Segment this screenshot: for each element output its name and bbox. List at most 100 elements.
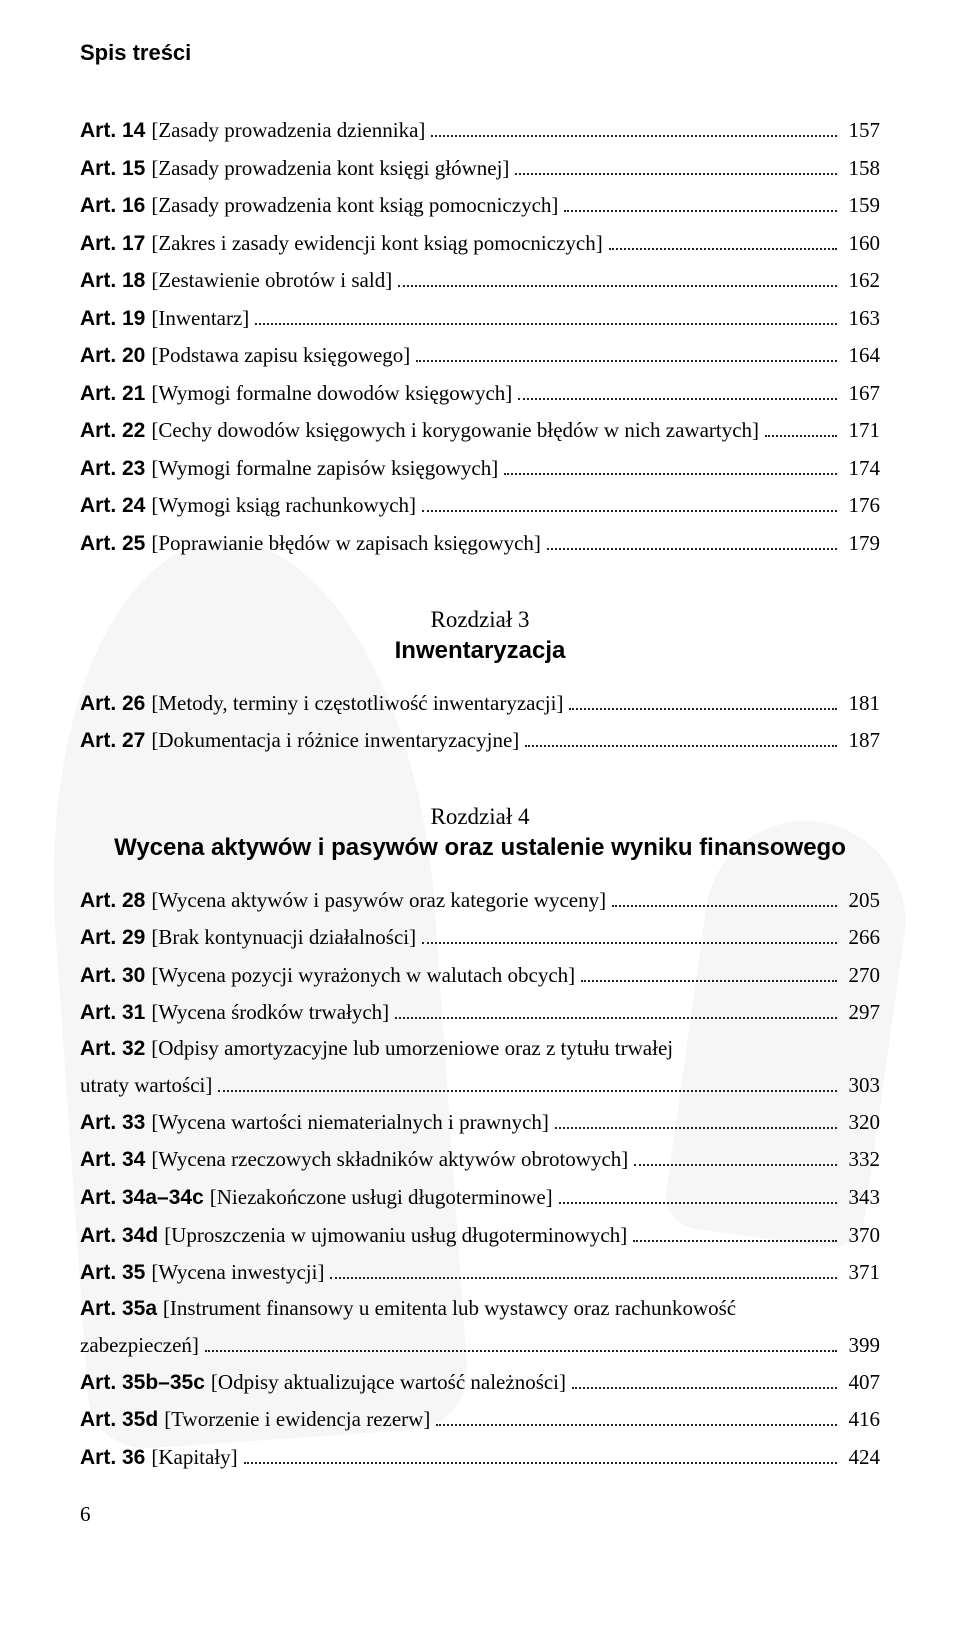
toc-leader-dots xyxy=(547,548,837,550)
toc-entry: Art. 23 [Wymogi formalne zapisów księgow… xyxy=(80,452,880,486)
toc-leader-dots xyxy=(255,323,836,325)
toc-page: 157 xyxy=(845,114,881,147)
toc-page: 303 xyxy=(845,1069,881,1102)
toc-page: 332 xyxy=(845,1143,881,1176)
toc-leader-dots xyxy=(572,1387,836,1389)
toc-title: [Wymogi formalne zapisów księgowych] xyxy=(151,452,498,485)
toc-article: Art. 28 xyxy=(80,885,151,918)
toc-page: 174 xyxy=(845,452,881,485)
toc-leader-dots xyxy=(609,248,837,250)
toc-page: 171 xyxy=(845,414,881,447)
toc-entry: Art. 35b–35c [Odpisy aktualizujące warto… xyxy=(80,1366,880,1400)
toc-title: [Brak kontynuacji działalności] xyxy=(151,921,416,954)
toc-article: Art. 18 xyxy=(80,265,151,298)
toc-title: [Wycena wartości niematerialnych i prawn… xyxy=(151,1106,549,1139)
toc-entry: Art. 29 [Brak kontynuacji działalności]2… xyxy=(80,921,880,955)
toc-title: [Inwentarz] xyxy=(151,302,249,335)
toc-article: Art. 34d xyxy=(80,1220,164,1253)
toc-title: [Metody, terminy i częstotliwość inwenta… xyxy=(151,687,563,720)
toc-leader-dots xyxy=(431,135,836,137)
toc-page: 158 xyxy=(845,152,881,185)
toc-article: Art. 21 xyxy=(80,378,151,411)
toc-leader-dots xyxy=(422,510,836,512)
toc-title: [Zasady prowadzenia kont księgi głównej] xyxy=(151,152,509,185)
toc-article: Art. 35 xyxy=(80,1257,151,1290)
chapter-label: Rozdział 4 xyxy=(80,804,880,830)
toc-page: 416 xyxy=(845,1403,881,1436)
toc-entry: Art. 30 [Wycena pozycji wyrażonych w wal… xyxy=(80,959,880,993)
toc-page: 205 xyxy=(845,884,881,917)
toc-page: 159 xyxy=(845,189,881,222)
toc-title: [Uproszczenia w ujmowaniu usług długoter… xyxy=(164,1219,627,1252)
toc-article: Art. 24 xyxy=(80,490,151,523)
toc-page: 399 xyxy=(845,1329,881,1362)
toc-entry-cont: zabezpieczeń] 399 xyxy=(80,1329,880,1362)
toc-block-3: Art. 28 [Wycena aktywów i pasywów oraz k… xyxy=(80,884,880,1475)
toc-entry: Art. 36 [Kapitały]424 xyxy=(80,1441,880,1475)
toc-entry: Art. 18 [Zestawienie obrotów i sald] 162 xyxy=(80,264,880,298)
toc-leader-dots xyxy=(581,980,836,982)
toc-title: [Zasady prowadzenia kont ksiąg pomocnicz… xyxy=(151,189,558,222)
toc-title: zabezpieczeń] xyxy=(80,1329,199,1362)
toc-entry: Art. 26 [Metody, terminy i częstotliwość… xyxy=(80,687,880,721)
toc-article: Art. 23 xyxy=(80,453,151,486)
toc-entry: Art. 24 [Wymogi ksiąg rachunkowych]176 xyxy=(80,489,880,523)
toc-title: [Tworzenie i ewidencja rezerw] xyxy=(164,1403,430,1436)
toc-page: 162 xyxy=(845,264,881,297)
toc-title: [Wycena pozycji wyrażonych w walutach ob… xyxy=(151,959,575,992)
toc-title: [Wycena inwestycji] xyxy=(151,1256,324,1289)
toc-title: [Poprawianie błędów w zapisach księgowyc… xyxy=(151,527,541,560)
toc-leader-dots xyxy=(634,1164,836,1166)
toc-title: [Zestawienie obrotów i sald] xyxy=(151,264,392,297)
toc-title: [Dokumentacja i różnice inwentaryzacyjne… xyxy=(151,724,519,757)
toc-page: 424 xyxy=(845,1441,881,1474)
toc-entry: Art. 15 [Zasady prowadzenia kont księgi … xyxy=(80,152,880,186)
toc-title: [Wycena środków trwałych] xyxy=(151,996,389,1029)
toc-block-1: Art. 14 [Zasady prowadzenia dziennika]15… xyxy=(80,114,880,561)
toc-entry: Art. 20 [Podstawa zapisu księgowego]164 xyxy=(80,339,880,373)
toc-entry-cont: utraty wartości] 303 xyxy=(80,1069,880,1102)
toc-leader-dots xyxy=(612,905,836,907)
toc-leader-dots xyxy=(330,1277,836,1279)
toc-leader-dots xyxy=(765,435,836,437)
page-number: 6 xyxy=(80,1502,880,1527)
chapter-label: Rozdział 3 xyxy=(80,607,880,633)
toc-entry: Art. 21 [Wymogi formalne dowodów księgow… xyxy=(80,377,880,411)
toc-leader-dots xyxy=(559,1202,837,1204)
toc-article: Art. 35d xyxy=(80,1404,164,1437)
toc-page: 167 xyxy=(845,377,881,410)
toc-leader-dots xyxy=(395,1017,836,1019)
toc-title: [Kapitały] xyxy=(151,1441,237,1474)
toc-article: Art. 30 xyxy=(80,960,151,993)
running-head: Spis treści xyxy=(80,40,880,66)
toc-entry: Art. 35d [Tworzenie i ewidencja rezerw] 4… xyxy=(80,1403,880,1437)
toc-page: 160 xyxy=(845,227,881,260)
toc-leader-dots xyxy=(244,1462,837,1464)
toc-entry: Art. 34a–34c [Niezakończone usługi długo… xyxy=(80,1181,880,1215)
toc-title: [Wycena aktywów i pasywów oraz kategorie… xyxy=(151,884,606,917)
toc-entry: Art. 35a [Instrument finansowy u emitent… xyxy=(80,1292,880,1326)
toc-entry: Art. 31 [Wycena środków trwałych]297 xyxy=(80,996,880,1030)
toc-page: 371 xyxy=(845,1256,881,1289)
toc-title: [Odpisy amortyzacyjne lub umorzeniowe or… xyxy=(151,1036,673,1060)
toc-leader-dots xyxy=(564,210,836,212)
toc-article: Art. 22 xyxy=(80,415,151,448)
toc-title: [Odpisy aktualizujące wartość należności… xyxy=(211,1366,566,1399)
toc-page: 179 xyxy=(845,527,881,560)
toc-leader-dots xyxy=(525,745,836,747)
toc-leader-dots xyxy=(633,1240,836,1242)
toc-leader-dots xyxy=(504,473,836,475)
toc-entry: Art. 14 [Zasady prowadzenia dziennika]15… xyxy=(80,114,880,148)
chapter-title: Wycena aktywów i pasywów oraz ustalenie … xyxy=(80,834,880,862)
toc-entry: Art. 27 [Dokumentacja i różnice inwentar… xyxy=(80,724,880,758)
toc-article: Art. 34a–34c xyxy=(80,1182,210,1215)
toc-article: Art. 32 xyxy=(80,1037,151,1060)
toc-title: [Wymogi formalne dowodów księgowych] xyxy=(151,377,512,410)
toc-leader-dots xyxy=(436,1424,836,1426)
toc-article: Art. 35a xyxy=(80,1297,163,1320)
toc-title: [Cechy dowodów księgowych i korygowanie … xyxy=(151,414,759,447)
toc-page: 187 xyxy=(845,724,881,757)
toc-title: utraty wartości] xyxy=(80,1069,212,1102)
toc-article: Art. 31 xyxy=(80,997,151,1030)
toc-entry: Art. 32 [Odpisy amortyzacyjne lub umorze… xyxy=(80,1032,880,1066)
